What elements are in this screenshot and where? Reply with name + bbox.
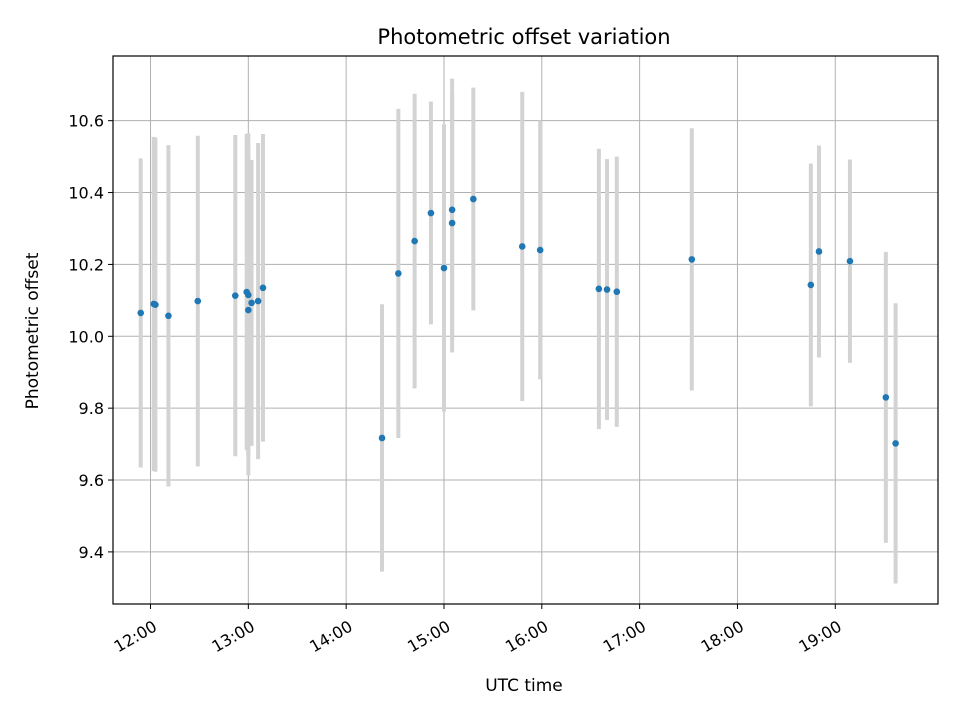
y-tick-label: 10.4 (68, 184, 104, 203)
data-point (259, 284, 267, 292)
x-axis-title: UTC time (485, 676, 563, 696)
data-point (595, 285, 603, 293)
data-point (688, 256, 696, 263)
data-point (448, 206, 456, 214)
data-point (152, 301, 159, 308)
data-point (245, 306, 252, 314)
data-point (440, 264, 448, 272)
data-point (603, 286, 611, 293)
data-point (194, 297, 202, 305)
y-tick-label: 10.2 (68, 255, 104, 274)
y-tick-label: 10.0 (68, 327, 104, 346)
data-point (518, 243, 526, 250)
data-point (448, 219, 456, 227)
data-point (231, 292, 239, 299)
data-point (411, 237, 418, 245)
y-tick-label: 9.4 (79, 543, 104, 562)
data-point (165, 312, 172, 320)
data-point (470, 195, 477, 203)
data-point (248, 299, 255, 307)
data-point (815, 248, 823, 255)
y-tick-label: 9.8 (79, 399, 104, 418)
data-point (613, 288, 621, 296)
data-point (254, 297, 262, 305)
data-point (892, 440, 899, 447)
data-point (427, 209, 435, 217)
data-point (536, 246, 544, 254)
data-point (846, 257, 854, 265)
data-point (137, 309, 145, 317)
y-axis-title: Photometric offset (23, 252, 43, 409)
chart-title: Photometric offset variation (377, 25, 670, 49)
plot-frame (112, 55, 939, 605)
y-tick-label: 9.6 (79, 471, 104, 490)
data-point (378, 434, 386, 442)
data-point (882, 394, 890, 401)
data-point (807, 281, 815, 289)
y-tick-label: 10.6 (68, 112, 104, 131)
data-points (137, 195, 899, 447)
data-point (395, 270, 402, 277)
y-axis-ticks: 9.4 9.6 9.8 10.0 10.2 10.4 10.6 (68, 112, 113, 562)
data-point (245, 291, 252, 299)
